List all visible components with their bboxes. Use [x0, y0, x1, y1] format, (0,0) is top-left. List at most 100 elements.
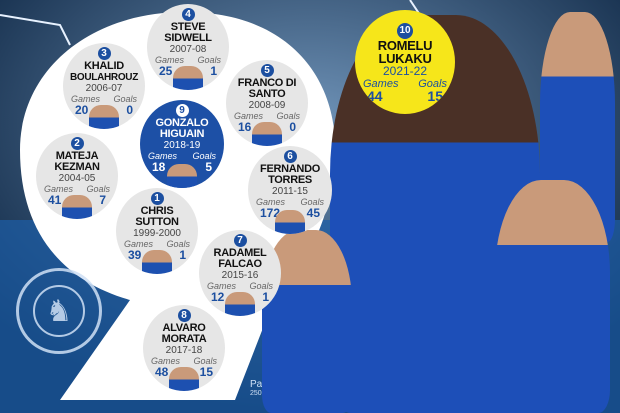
games-label: Games — [124, 239, 154, 249]
player-first-name: GONZALO — [155, 117, 209, 129]
games-value: 25 — [159, 64, 173, 78]
goals-value: 1 — [262, 290, 269, 304]
chelsea-crest: ♞ — [16, 268, 102, 354]
player-photo — [167, 164, 197, 188]
goals-label: Goals — [276, 111, 300, 121]
player-first-name: STEVE — [170, 21, 206, 33]
player-last-name: SANTO — [248, 88, 286, 100]
player-photo — [275, 210, 305, 234]
goals-value: 1 — [210, 64, 217, 78]
season: 2015-16 — [221, 270, 259, 281]
player-first-name: ROMELU — [377, 38, 433, 53]
games-value: 16 — [238, 120, 252, 134]
player-last-name: MORATA — [161, 333, 207, 345]
games-label: Games — [256, 197, 286, 207]
morata-photo — [495, 180, 610, 413]
rank-badge: 9 — [175, 104, 189, 117]
player-card-2: 2 MATEJA KEZMAN 2004-05 Games Goals 41 7 — [36, 133, 118, 219]
goals-label: Goals — [418, 78, 447, 90]
season: 2011-15 — [272, 186, 308, 197]
player-photo — [252, 122, 282, 146]
player-photo — [89, 105, 119, 129]
rank-badge: 7 — [233, 234, 247, 247]
player-first-name: RADAMEL — [213, 247, 267, 259]
player-photo — [169, 367, 199, 391]
rank-badge: 2 — [70, 137, 84, 150]
player-last-name: KEZMAN — [54, 161, 100, 173]
player-photo — [225, 292, 255, 316]
goals-value: 45 — [306, 206, 320, 220]
player-last-name: BOULAHROUZ — [69, 72, 139, 83]
player-first-name: ALVARO — [162, 322, 206, 334]
player-photo — [142, 250, 172, 274]
games-value: 12 — [211, 290, 225, 304]
player-card-10: 10 ROMELU LUKAKU 2021-22 Games Goals 44 15 — [355, 10, 455, 114]
player-photo — [62, 195, 92, 219]
goals-label: Goals — [300, 197, 324, 207]
goals-value: 1 — [179, 248, 186, 262]
season: 1999-2000 — [133, 228, 181, 239]
games-value: 18 — [152, 160, 166, 174]
player-last-name: SIDWELL — [164, 32, 212, 44]
player-card-6: 6 FERNANDO TORRES 2011-15 Games Goals 172… — [248, 146, 332, 234]
season: 2017-18 — [165, 345, 203, 356]
player-card-5: 5 FRANCO DI SANTO 2008-09 Games Goals 16 0 — [226, 60, 308, 146]
player-card-7: 7 RADAMEL FALCAO 2015-16 Games Goals 12 1 — [199, 230, 281, 316]
player-card-9: 9 GONZALO HIGUAIN 2018-19 Games Goals 18 5 — [140, 100, 224, 188]
games-label: Games — [155, 55, 185, 65]
player-last-name: TORRES — [268, 174, 312, 186]
season: 2006-07 — [85, 83, 123, 94]
player-photo — [173, 66, 203, 90]
games-label: Games — [151, 356, 181, 366]
goals-value: 15 — [427, 88, 443, 104]
goals-label: Goals — [193, 356, 217, 366]
goals-label: Goals — [197, 55, 221, 65]
games-label: Games — [363, 78, 399, 90]
rank-badge: 8 — [177, 309, 191, 322]
rank-badge: 4 — [181, 8, 195, 21]
goals-label: Goals — [86, 184, 110, 194]
goals-value: 7 — [99, 193, 106, 207]
games-value: 39 — [128, 248, 142, 262]
games-label: Games — [71, 94, 101, 104]
games-value: 20 — [75, 103, 89, 117]
games-label: Games — [234, 111, 264, 121]
goals-value: 0 — [289, 120, 296, 134]
player-last-name: HIGUAIN — [159, 128, 205, 140]
player-card-3: 3 KHALID BOULAHROUZ 2006-07 Games Goals 2… — [63, 43, 145, 129]
games-label: Games — [148, 151, 178, 161]
player-first-name: MATEJA — [55, 150, 99, 162]
rank-badge: 1 — [150, 192, 164, 205]
season: 2004-05 — [58, 173, 96, 184]
player-first-name: KHALID — [84, 60, 124, 72]
player-last-name: LUKAKU — [378, 51, 432, 66]
goals-label: Goals — [113, 94, 137, 104]
rank-badge: 5 — [260, 64, 274, 77]
player-first-name: FERNANDO — [260, 163, 320, 175]
player-card-4: 4 STEVE SIDWELL 2007-08 Games Goals 25 1 — [147, 4, 229, 90]
player-first-name: FRANCO DI — [237, 77, 297, 89]
goals-value: 15 — [199, 365, 213, 379]
player-last-name: FALCAO — [218, 258, 262, 270]
games-label: Games — [207, 281, 237, 291]
player-card-8: 8 ALVARO MORATA 2017-18 Games Goals 48 15 — [143, 305, 225, 391]
player-card-1: 1 CHRIS SUTTON 1999-2000 Games Goals 39 1 — [116, 188, 198, 274]
games-value: 172 — [260, 206, 281, 220]
games-value: 41 — [48, 193, 62, 207]
games-value: 48 — [155, 365, 169, 379]
goals-label: Goals — [192, 151, 216, 161]
rank-badge: 10 — [397, 23, 413, 39]
goals-label: Goals — [249, 281, 273, 291]
season: 2007-08 — [169, 44, 207, 55]
season: 2008-09 — [248, 100, 286, 111]
goals-value: 5 — [205, 160, 212, 174]
season: 2021-22 — [382, 64, 428, 78]
lightning — [0, 14, 71, 46]
games-label: Games — [44, 184, 74, 194]
player-first-name: CHRIS — [140, 205, 174, 217]
rank-badge: 6 — [283, 150, 297, 163]
rank-badge: 3 — [97, 47, 111, 60]
season: 2018-19 — [163, 140, 201, 151]
player-last-name: SUTTON — [135, 216, 179, 228]
goals-value: 0 — [126, 103, 133, 117]
